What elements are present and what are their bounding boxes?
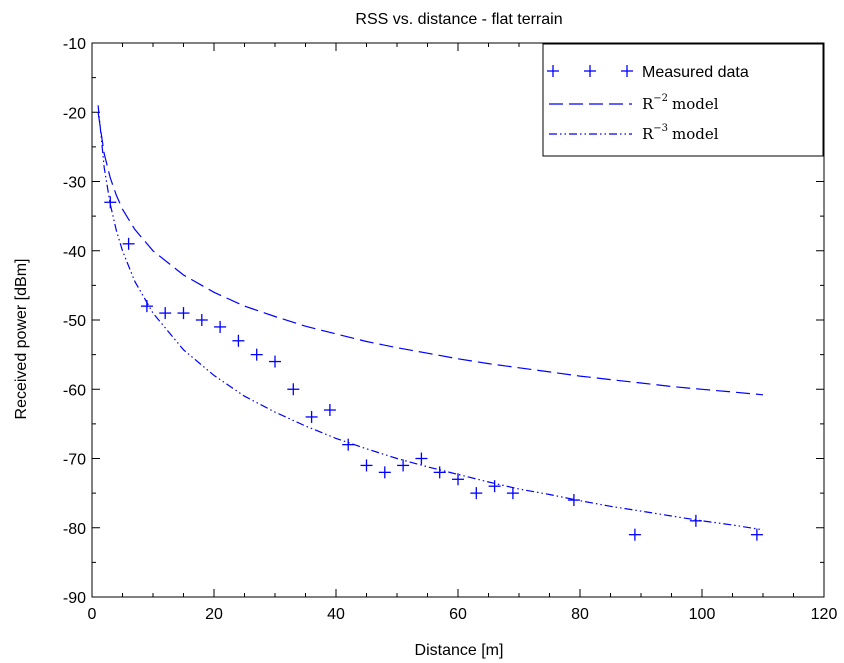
measured-data-point (195, 314, 208, 326)
measured-data-point (122, 237, 135, 250)
measured-data-point (378, 466, 391, 479)
y-tick-label: -10 (63, 36, 86, 53)
measured-data-point (323, 404, 336, 417)
legend-label-measured-data: Measured data (642, 64, 749, 81)
legend-entry-measured-data: Measured data (547, 64, 749, 81)
legend-label-r-2-model: R−2 model (642, 93, 719, 113)
x-tick-label: 80 (571, 606, 589, 623)
x-axis-label: Distance [m] (415, 642, 504, 659)
measured-data-point (287, 383, 300, 396)
measured-data-point (628, 528, 641, 541)
y-axis-label: Received power [dBm] (13, 259, 30, 420)
measured-data-point (750, 528, 763, 541)
measured-data-point (177, 307, 190, 320)
measured-data-point (470, 487, 483, 500)
x-axis-tick-labels: 0 20 40 60 80 100 120 (88, 606, 838, 623)
x-tick-label: 20 (205, 606, 223, 623)
legend-plus-marker (621, 65, 633, 77)
legend: Measured data R−2 model R−3 model (542, 43, 824, 157)
measured-data-point (452, 473, 464, 486)
y-tick-label: -20 (63, 105, 86, 122)
measured-data-point (305, 410, 318, 423)
measured-data-point (567, 494, 580, 507)
measured-data-point (342, 438, 355, 451)
legend-marker-plus (547, 65, 633, 77)
y-tick-label: -70 (63, 452, 86, 469)
y-tick-label: -50 (63, 313, 86, 330)
legend-box (542, 43, 824, 157)
legend-entry-r-3-model: R−3 model (549, 123, 719, 143)
y-tick-label: -80 (63, 521, 86, 538)
y-tick-label: -30 (63, 175, 86, 192)
measured-data-point (250, 348, 263, 361)
series-line-1 (97, 112, 764, 396)
x-tick-label: 40 (327, 606, 345, 623)
y-tick-label: -40 (63, 244, 86, 261)
measured-data-point (397, 459, 410, 472)
series-layer (97, 105, 764, 541)
measured-data-point (506, 487, 519, 500)
measured-data-point (232, 334, 245, 347)
y-axis-ticks (92, 42, 824, 598)
y-tick-label: -60 (63, 382, 86, 399)
measured-data-point (415, 452, 428, 465)
x-tick-label: 120 (811, 606, 838, 623)
measured-data-point (159, 307, 172, 320)
x-tick-label: 0 (88, 606, 97, 623)
chart-title: RSS vs. distance - flat terrain (355, 11, 562, 28)
x-tick-label: 100 (689, 606, 716, 623)
y-axis-tick-labels: -90 -80 -70 -60 -50 -40 -30 -20 -10 (63, 36, 86, 607)
measured-data-point (214, 320, 227, 333)
legend-entry-r-2-model: R−2 model (549, 93, 719, 113)
measured-data-point (488, 480, 501, 493)
measured-data-point (433, 466, 446, 479)
series-line-2 (97, 105, 764, 531)
measured-data-point (269, 355, 281, 368)
x-tick-label: 60 (449, 606, 467, 623)
legend-plus-marker (584, 65, 596, 77)
measured-data-point (360, 459, 373, 472)
legend-plus-marker (547, 65, 559, 77)
legend-label-r-3-model: R−3 model (642, 123, 719, 143)
y-tick-label: -90 (63, 590, 86, 607)
